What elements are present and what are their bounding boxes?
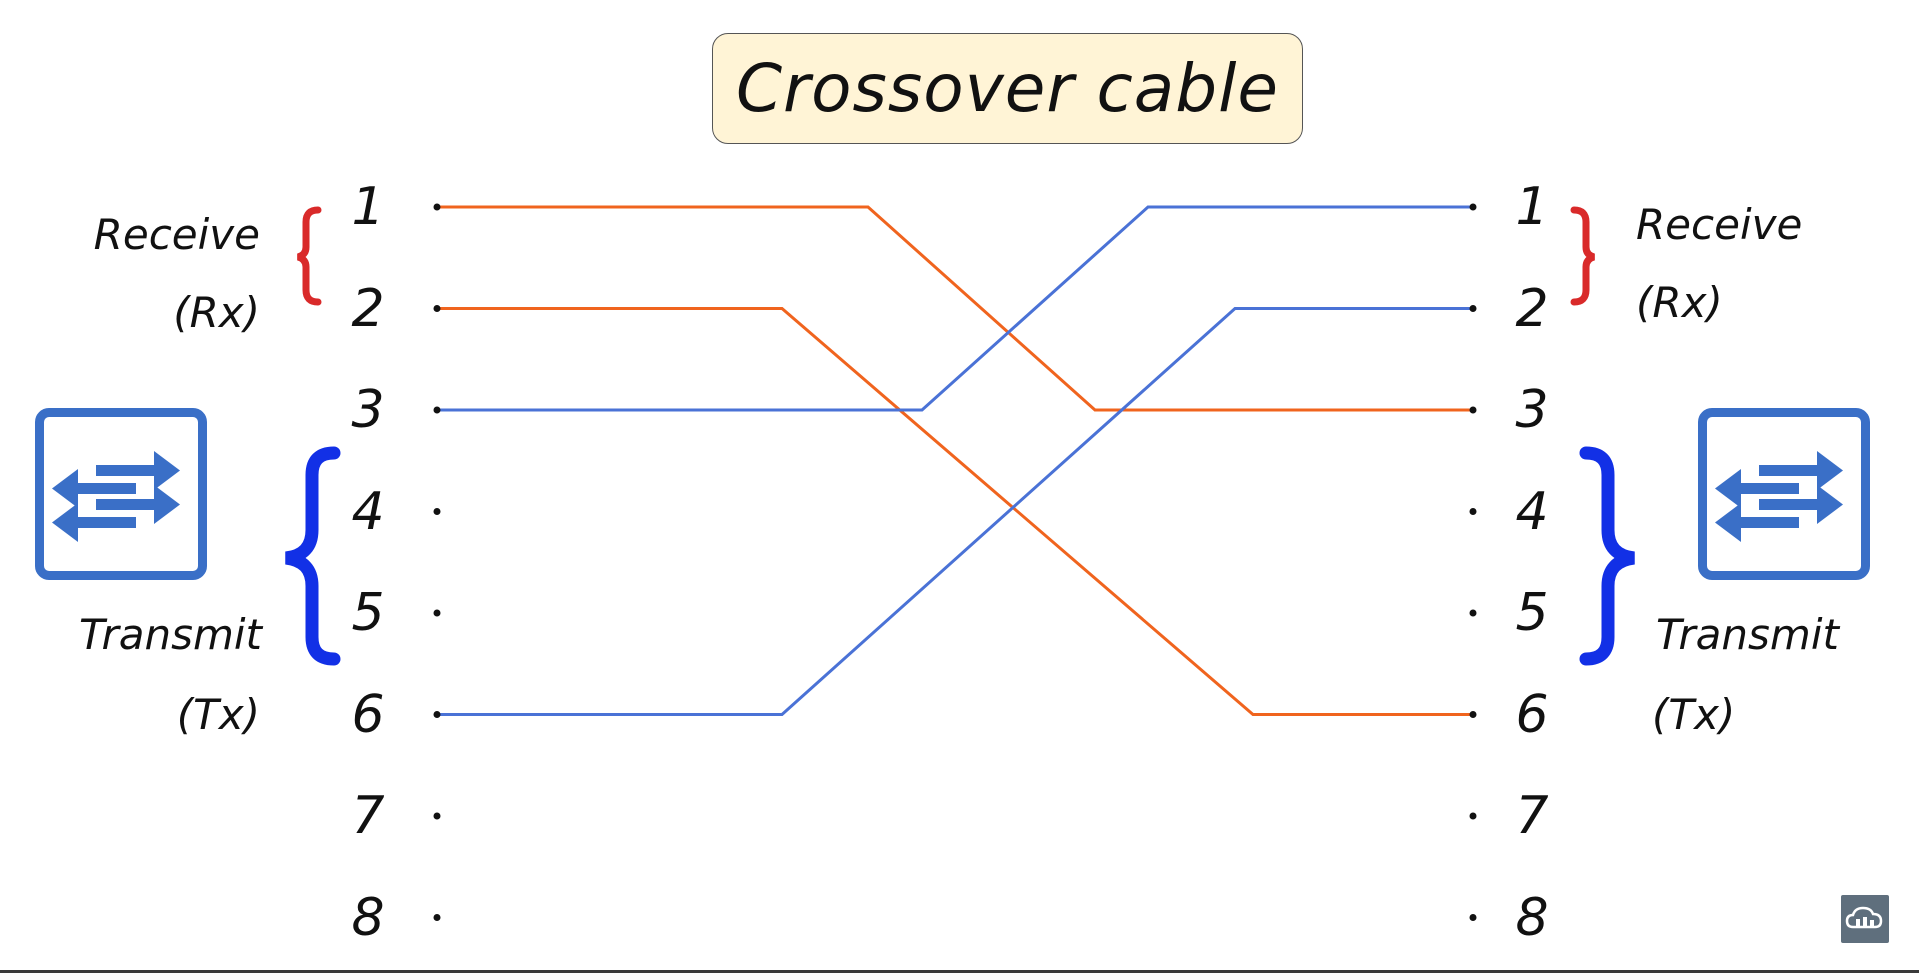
left-receive-label: Receive	[93, 210, 260, 259]
right-pin-5: 5	[1515, 583, 1549, 643]
left-pin-dot-7	[433, 812, 441, 820]
left-transmit-label: Transmit	[79, 610, 262, 659]
left-pin-dot-2	[433, 305, 441, 312]
right-pin-dot-7	[1469, 812, 1477, 820]
right-pin-dot-6	[1469, 711, 1477, 718]
right-receive-label: Receive	[1636, 200, 1803, 249]
left-pin-8: 8	[351, 887, 385, 948]
right-pin-dot-5	[1469, 609, 1477, 617]
left-pin-dot-4	[433, 508, 441, 515]
left-switch-icon	[35, 408, 207, 580]
left-pin-6: 6	[351, 684, 385, 745]
right-pin-dot-3	[1469, 406, 1477, 414]
left-pin-4: 4	[351, 481, 385, 542]
bottom-divider	[0, 970, 1919, 973]
right-transmit-label: Transmit	[1656, 610, 1839, 659]
right-pin-8: 8	[1515, 887, 1549, 948]
page-title: Crossover cable	[712, 33, 1303, 144]
left-rx-label: (Rx)	[173, 288, 260, 337]
left-pin-2: 2	[351, 278, 385, 339]
cloud-logo-icon	[1841, 895, 1889, 943]
right-switch-icon	[1698, 408, 1870, 580]
right-pin-dot-1	[1469, 203, 1477, 211]
right-rx-label: (Rx)	[1636, 278, 1723, 327]
right-tx-label: (Tx)	[1652, 690, 1736, 739]
right-pin-1: 1	[1515, 177, 1549, 237]
left-pin-dot-8	[433, 914, 441, 921]
left-pin-dot-1	[433, 203, 441, 211]
right-pin-6: 6	[1515, 684, 1549, 745]
left-transmit-brace	[284, 446, 341, 666]
right-pin-dot-4	[1469, 508, 1477, 515]
left-pin-dot-5	[433, 609, 441, 617]
wire-2-to-6	[437, 307, 1473, 716]
left-pin-1: 1	[351, 177, 385, 237]
left-tx-label: (Tx)	[176, 690, 260, 739]
right-receive-brace	[1570, 206, 1596, 306]
left-pin-dot-3	[433, 406, 441, 414]
right-pin-7: 7	[1515, 786, 1549, 846]
wire-1-to-3	[437, 205, 1473, 412]
wire-6-to-2	[437, 307, 1473, 716]
right-transmit-brace	[1579, 446, 1636, 666]
left-pin-5: 5	[351, 583, 385, 643]
right-pin-2: 2	[1515, 278, 1549, 339]
left-pin-7: 7	[351, 786, 385, 846]
right-pin-3: 3	[1515, 380, 1549, 440]
left-pin-dot-6	[433, 711, 441, 718]
right-pin-4: 4	[1515, 481, 1549, 542]
right-pin-dot-2	[1469, 305, 1477, 312]
wire-3-to-1	[437, 205, 1473, 412]
left-pin-3: 3	[351, 380, 385, 440]
right-pin-dot-8	[1469, 914, 1477, 921]
left-receive-brace	[296, 206, 322, 306]
